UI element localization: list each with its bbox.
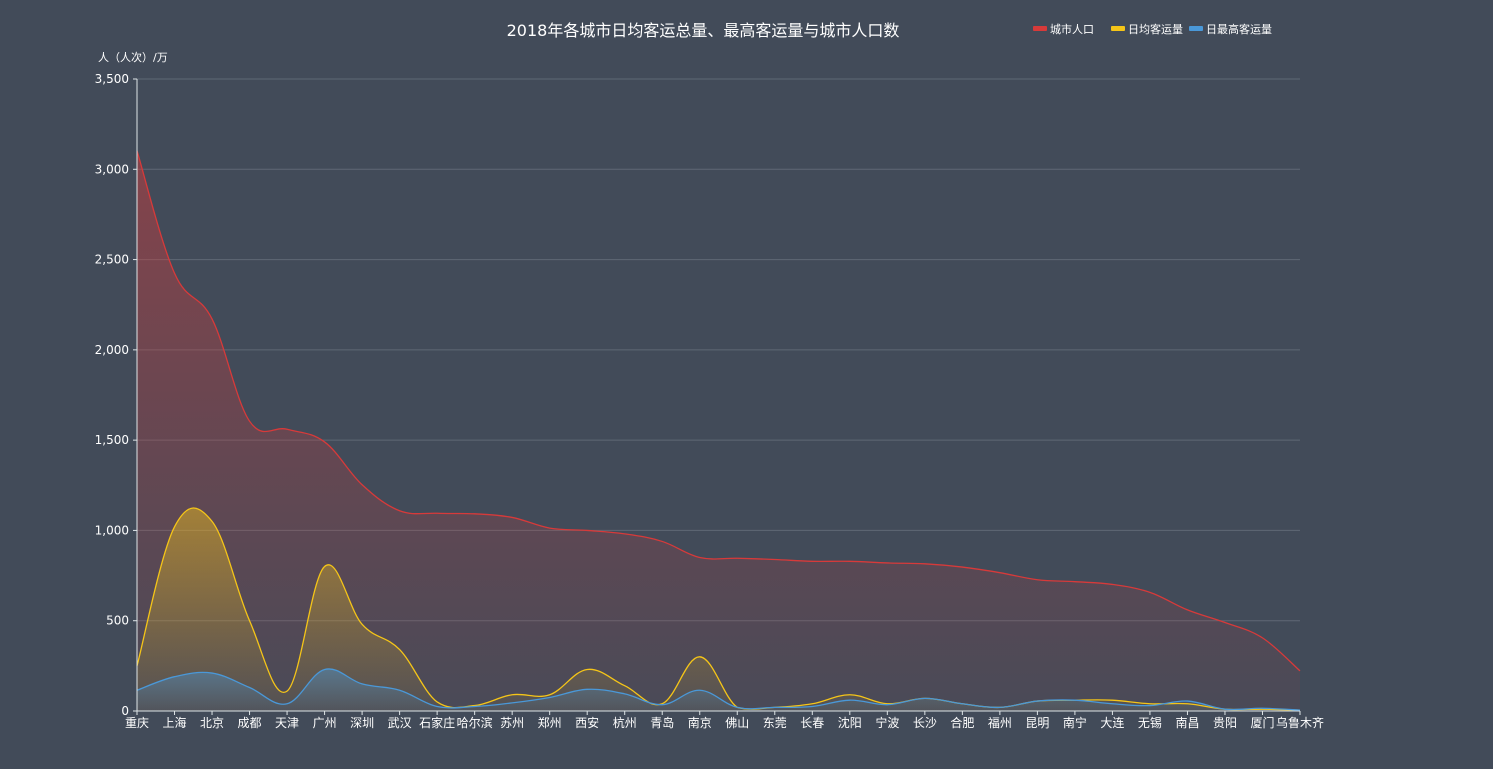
x-tick-label: 广州 bbox=[313, 716, 337, 730]
axes bbox=[136, 79, 1300, 712]
x-tick-label: 哈尔滨 bbox=[457, 715, 493, 730]
y-tick-label: 3,000 bbox=[95, 162, 129, 176]
x-tick-label: 贵阳 bbox=[1213, 716, 1237, 730]
series-line bbox=[136, 507, 1301, 711]
y-tick-label: 0 bbox=[121, 704, 129, 718]
x-tick-label: 乌鲁木齐 bbox=[1276, 715, 1324, 730]
x-tick-label: 重庆 bbox=[125, 716, 149, 730]
legend-label: 日均客运量 bbox=[1128, 22, 1183, 36]
x-tick-label: 苏州 bbox=[500, 716, 524, 730]
series-line bbox=[136, 150, 1301, 672]
x-tick-label: 上海 bbox=[163, 715, 187, 730]
series-line bbox=[136, 668, 1301, 711]
y-tick-label: 1,500 bbox=[95, 433, 129, 447]
series-area bbox=[137, 150, 1300, 711]
x-tick-label: 佛山 bbox=[725, 716, 749, 730]
x-tick-label: 长沙 bbox=[913, 716, 937, 730]
x-tick-label: 武汉 bbox=[388, 716, 412, 730]
x-tick-label: 南京 bbox=[688, 715, 712, 730]
x-tick-label: 天津 bbox=[275, 716, 299, 730]
y-tick-label: 2,000 bbox=[95, 343, 129, 357]
x-tick-label: 成都 bbox=[238, 716, 262, 730]
x-tick-label: 沈阳 bbox=[838, 715, 862, 730]
legend-label: 城市人口 bbox=[1050, 22, 1094, 36]
x-tick-label: 昆明 bbox=[1025, 716, 1049, 730]
legend-swatch bbox=[1111, 26, 1125, 31]
x-tick-label: 长春 bbox=[800, 716, 824, 730]
x-tick-label: 南宁 bbox=[1063, 715, 1087, 730]
y-tick-label: 1,000 bbox=[95, 523, 129, 537]
y-tick-labels: 0 500 1,000 1,500 2,000 2,500 3,000 3,500 bbox=[95, 72, 129, 718]
x-tick-label: 杭州 bbox=[613, 715, 637, 730]
x-tick-labels: 重庆 上海 北京 成都 天津 广州 深圳 武汉 石家庄 哈尔滨 苏州 郑州 西安 杭州 青岛 南京 佛山 东莞 长春… bbox=[125, 711, 1324, 730]
legend-label: 日最高客运量 bbox=[1206, 22, 1272, 36]
chart-title: 2018年各城市日均客运总量、最高客运量与城市人口数 bbox=[507, 21, 900, 40]
series-area bbox=[137, 668, 1300, 711]
x-tick-label: 厦门 bbox=[1250, 715, 1274, 730]
x-tick-label: 南昌 bbox=[1175, 715, 1199, 730]
legend: 城市人口 日均客运量 日最高客运量 bbox=[1033, 22, 1272, 36]
x-tick-label: 西安 bbox=[575, 715, 599, 730]
x-tick-label: 石家庄 bbox=[419, 715, 455, 730]
x-tick-label: 深圳 bbox=[350, 716, 374, 730]
x-tick-label: 大连 bbox=[1100, 715, 1124, 730]
x-tick-label: 宁波 bbox=[875, 715, 899, 730]
x-tick-label: 合肥 bbox=[950, 715, 974, 730]
y-tick-label: 3,500 bbox=[95, 72, 129, 86]
x-tick-label: 福州 bbox=[988, 715, 1012, 730]
y-tick-label: 500 bbox=[106, 614, 129, 628]
series-lines bbox=[136, 150, 1301, 711]
y-tick-label: 2,500 bbox=[95, 253, 129, 267]
x-tick-label: 无锡 bbox=[1138, 715, 1162, 730]
y-axis-label: 人（人次）/万 bbox=[98, 50, 168, 64]
x-tick-label: 北京 bbox=[200, 716, 224, 730]
x-tick-label: 青岛 bbox=[650, 715, 674, 730]
legend-swatch bbox=[1033, 26, 1047, 31]
legend-swatch bbox=[1189, 26, 1203, 31]
x-tick-label: 东莞 bbox=[763, 716, 787, 730]
area-fills bbox=[137, 150, 1300, 711]
x-tick-label: 郑州 bbox=[538, 715, 562, 730]
